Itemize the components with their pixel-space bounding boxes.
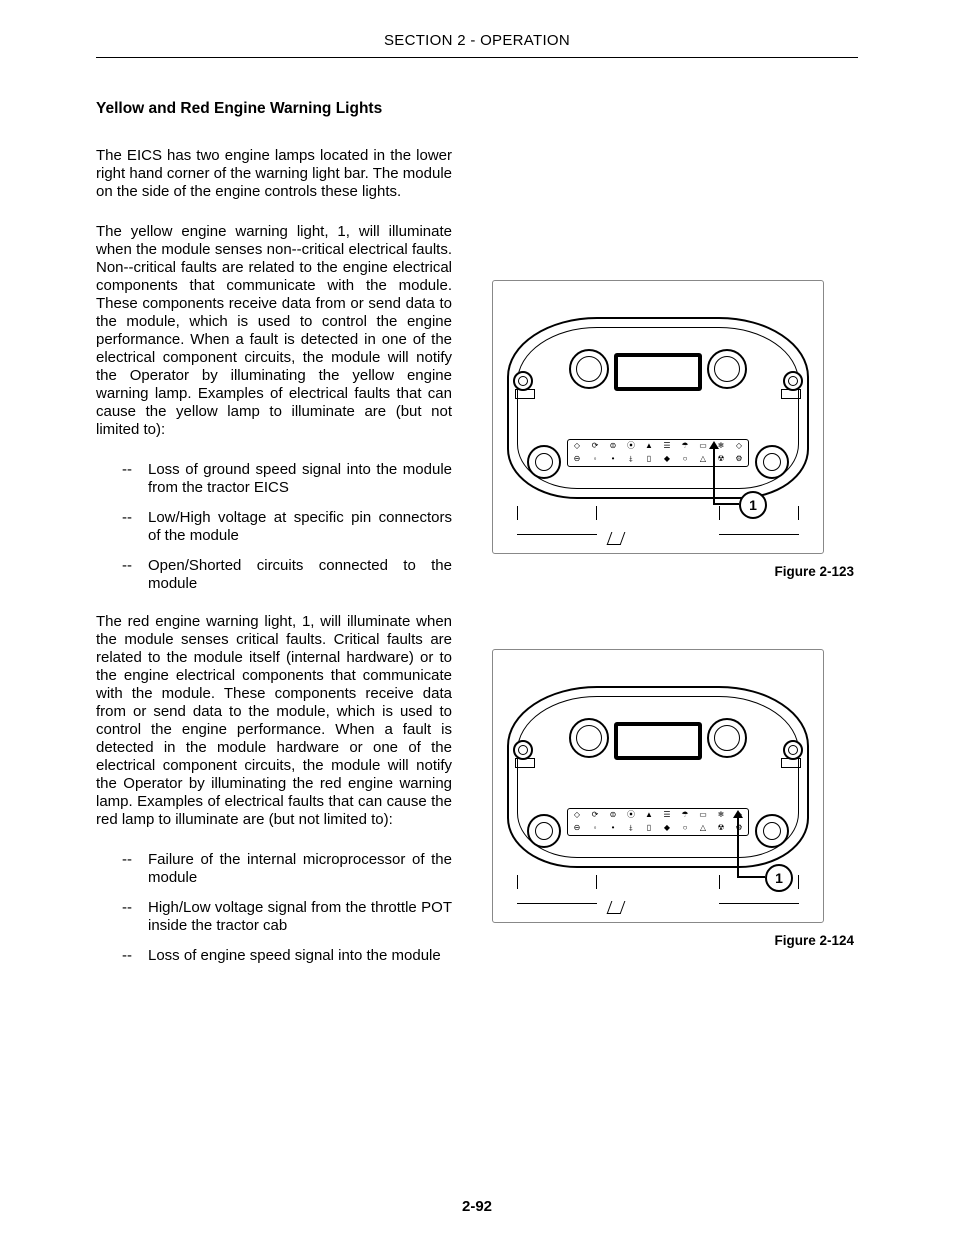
list-item: Open/Shorted circuits connected to the m…: [122, 557, 452, 593]
slot-icon: [781, 389, 801, 399]
knob-icon: [527, 814, 561, 848]
warn-icon: ☰: [658, 809, 676, 822]
warn-icon: ⟳: [586, 440, 604, 453]
warn-icon: ▭: [694, 809, 712, 822]
warn-icon: ▯: [640, 822, 658, 835]
gauge-left-icon: [569, 349, 609, 389]
warn-icon: ⊜: [604, 809, 622, 822]
figure-caption: Figure 2-124: [492, 933, 858, 948]
dash-outline-icon: ◇ ⟳ ⊜ ⦿ ▲ ☰ ☂ ▭ ❄ ◇: [507, 317, 809, 499]
gauge-right-icon: [707, 349, 747, 389]
subsection-heading: Yellow and Red Engine Warning Lights: [96, 100, 452, 119]
slot-icon: [781, 758, 801, 768]
paragraph-yellow: The yellow engine warning light, 1, will…: [96, 223, 452, 439]
callout-number: 1: [775, 870, 783, 886]
warn-icon: ☂: [676, 440, 694, 453]
warn-icon: ⤈: [622, 822, 640, 835]
warn-icon: ◆: [658, 822, 676, 835]
callout-arrow-icon: [737, 816, 739, 876]
section-title: SECTION 2 - OPERATION: [384, 32, 570, 49]
bracket-icon: [517, 520, 597, 535]
callout-lead-icon: [713, 503, 739, 505]
list-item: Loss of ground speed signal into the mod…: [122, 461, 452, 497]
knob-icon: [527, 445, 561, 479]
warn-icon: ▲: [640, 809, 658, 822]
gauge-right-icon: [707, 718, 747, 758]
list-item: Low/High voltage at specific pin connect…: [122, 509, 452, 545]
warn-icon: ⦿: [622, 809, 640, 822]
pod-icon: [783, 371, 803, 391]
warn-icon: ◇: [730, 440, 748, 453]
lcd-icon: [614, 353, 702, 391]
warn-icon: ◦: [586, 822, 604, 835]
warn-icon: ⊖: [568, 453, 586, 466]
pod-icon: [783, 740, 803, 760]
warn-icon: ☰: [658, 440, 676, 453]
page-number: 2-92: [0, 1198, 954, 1215]
callout-arrow-icon: [713, 447, 715, 503]
left-column: Yellow and Red Engine Warning Lights The…: [96, 100, 452, 985]
callout-bubble: 1: [739, 491, 767, 519]
paragraph-intro: The EICS has two engine lamps located in…: [96, 147, 452, 201]
warn-icon: ⊜: [604, 440, 622, 453]
warn-icon: ⟳: [586, 809, 604, 822]
right-column: ◇ ⟳ ⊜ ⦿ ▲ ☰ ☂ ▭ ❄ ◇: [492, 100, 858, 985]
red-fault-list: Failure of the internal microprocessor o…: [96, 851, 452, 965]
figure-2-123: ◇ ⟳ ⊜ ⦿ ▲ ☰ ☂ ▭ ❄ ◇: [492, 280, 824, 554]
pod-icon: [513, 371, 533, 391]
gauge-left-icon: [569, 718, 609, 758]
warn-icon: ▯: [640, 453, 658, 466]
warn-icon: ○: [676, 453, 694, 466]
warning-strip-icon: ◇ ⟳ ⊜ ⦿ ▲ ☰ ☂ ▭ ❄ ◇: [567, 808, 749, 836]
knob-icon: [755, 814, 789, 848]
figure-2-124: ◇ ⟳ ⊜ ⦿ ▲ ☰ ☂ ▭ ❄ ◇: [492, 649, 824, 923]
list-item: High/Low voltage signal from the throttl…: [122, 899, 452, 935]
warn-icon: ⦿: [622, 440, 640, 453]
bracket-icon: [517, 889, 597, 904]
warn-icon: ⚙: [730, 822, 748, 835]
warn-icon: ☢: [712, 822, 730, 835]
yellow-fault-list: Loss of ground speed signal into the mod…: [96, 461, 452, 593]
lcd-icon: [614, 722, 702, 760]
warn-icon: ⚙: [730, 453, 748, 466]
callout-lead-icon: [737, 876, 765, 878]
knob-icon: [755, 445, 789, 479]
warn-icon: •: [604, 453, 622, 466]
warn-icon: ◇: [568, 440, 586, 453]
tab-icon: [607, 532, 626, 545]
bracket-icon: [719, 889, 799, 904]
warn-icon: ◆: [658, 453, 676, 466]
tab-icon: [607, 901, 626, 914]
warn-icon: ⤈: [622, 453, 640, 466]
warn-icon: ◇: [568, 809, 586, 822]
slot-icon: [515, 758, 535, 768]
paragraph-red: The red engine warning light, 1, will il…: [96, 613, 452, 829]
slot-icon: [515, 389, 535, 399]
warn-icon: ◦: [586, 453, 604, 466]
figure-caption: Figure 2-123: [492, 564, 858, 579]
warn-icon: ❄: [712, 809, 730, 822]
warn-icon: ☂: [676, 809, 694, 822]
warn-icon: ○: [676, 822, 694, 835]
warning-strip-icon: ◇ ⟳ ⊜ ⦿ ▲ ☰ ☂ ▭ ❄ ◇: [567, 439, 749, 467]
list-item: Loss of engine speed signal into the mod…: [122, 947, 452, 965]
dash-outline-icon: ◇ ⟳ ⊜ ⦿ ▲ ☰ ☂ ▭ ❄ ◇: [507, 686, 809, 868]
warn-icon: △: [694, 822, 712, 835]
warn-icon: △: [694, 453, 712, 466]
pod-icon: [513, 740, 533, 760]
section-header: SECTION 2 - OPERATION: [96, 32, 858, 58]
warn-icon: •: [604, 822, 622, 835]
list-item: Failure of the internal microprocessor o…: [122, 851, 452, 887]
callout-number: 1: [749, 497, 757, 513]
warn-icon: ⊖: [568, 822, 586, 835]
bracket-icon: [719, 520, 799, 535]
warn-icon: ▲: [640, 440, 658, 453]
callout-bubble: 1: [765, 864, 793, 892]
